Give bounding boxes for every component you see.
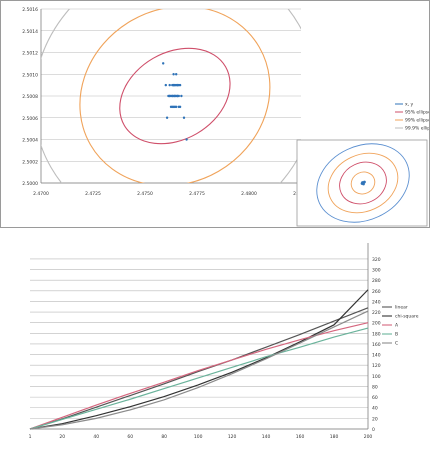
series-line-linear bbox=[29, 307, 369, 430]
inset-point bbox=[361, 181, 364, 184]
x-tick-label: 20 bbox=[59, 434, 65, 440]
plot-area bbox=[41, 9, 301, 183]
y-tick-label: 80 bbox=[372, 384, 378, 390]
confidence-ellipse bbox=[41, 9, 301, 183]
data-point bbox=[172, 73, 175, 76]
scatter-chart: 2.5016 2.5014 2.5012 2.5010 2.5008 2.5006 2.50… bbox=[22, 7, 432, 227]
confidence-ellipse bbox=[79, 9, 271, 183]
data-point bbox=[185, 138, 188, 141]
x-tick-label: 180 bbox=[330, 434, 339, 440]
inset-ellipse bbox=[339, 161, 387, 205]
data-point bbox=[180, 94, 183, 98]
y-tick-label: 2.5006 bbox=[22, 116, 38, 122]
y-tick-label: 100 bbox=[372, 374, 381, 380]
data-point bbox=[177, 105, 180, 109]
data-point bbox=[162, 62, 165, 65]
y-tick-label: 60 bbox=[372, 395, 378, 401]
x-tick-label: 2.4700 bbox=[33, 191, 49, 197]
x-tick-label: 40 bbox=[93, 434, 99, 440]
x-tick-label: 160 bbox=[296, 434, 305, 440]
legend-label: 99% ellipse bbox=[405, 118, 429, 124]
inset-ellipse bbox=[327, 152, 399, 214]
y-tick-label: 220 bbox=[372, 310, 381, 316]
y-tick-label: 300 bbox=[372, 268, 381, 274]
data-point bbox=[168, 83, 171, 87]
y-tick-label: 2.5010 bbox=[22, 72, 38, 78]
data-point bbox=[173, 94, 177, 98]
y-tick-label: 120 bbox=[372, 363, 381, 369]
legend-label: chi-square bbox=[395, 314, 419, 320]
y-tick-label: 2.5002 bbox=[22, 159, 38, 165]
data-point bbox=[165, 116, 169, 119]
inset-ellipse bbox=[350, 171, 376, 195]
data-point bbox=[173, 83, 177, 87]
x-tick-label: 200 bbox=[364, 434, 373, 440]
x-tick-label: 2.4750 bbox=[137, 191, 153, 197]
legend-label: linear bbox=[395, 305, 408, 311]
legend-label: 99.9% ellipse bbox=[405, 126, 429, 132]
x-tick-label: 2.4725 bbox=[85, 191, 101, 197]
x-tick-label: 2.4800 bbox=[241, 191, 257, 197]
y-tick-label: 160 bbox=[372, 342, 381, 348]
y-tick-label: 320 bbox=[372, 257, 381, 263]
series-line-c bbox=[29, 310, 369, 430]
confidence-ellipse bbox=[119, 47, 231, 145]
data-point bbox=[168, 94, 171, 98]
y-tick-label: 40 bbox=[372, 406, 378, 412]
x-tick-label: 120 bbox=[228, 434, 237, 440]
y-tick-label: 180 bbox=[372, 331, 381, 337]
y-tick-label: 2.5012 bbox=[22, 51, 38, 57]
x-tick-label: 140 bbox=[262, 434, 271, 440]
y-tick-label: 280 bbox=[372, 278, 381, 284]
series-line-chi-square bbox=[29, 289, 369, 430]
y-tick-label: 20 bbox=[372, 416, 378, 422]
legend-label: x, y bbox=[405, 103, 414, 108]
y-tick-label: 2.5016 bbox=[22, 7, 38, 13]
data-point bbox=[164, 83, 167, 87]
legend-label: B bbox=[395, 332, 398, 338]
y-tick-label: 2.5014 bbox=[22, 29, 38, 35]
data-point bbox=[176, 83, 179, 87]
data-point bbox=[178, 83, 182, 87]
x-tick-label: 1 bbox=[29, 434, 32, 440]
y-tick-label: 2.5000 bbox=[22, 181, 38, 187]
line-chart-panel: 0 20 40 60 80 100 120 140 160 180 200 220 240 260 280 3… bbox=[0, 231, 430, 445]
data-point bbox=[175, 73, 178, 76]
x-tick-label: 60 bbox=[127, 434, 133, 440]
series-line-a bbox=[29, 322, 369, 430]
legend-label: A bbox=[395, 323, 399, 329]
data-point bbox=[172, 105, 175, 109]
inset-ellipse bbox=[316, 143, 410, 223]
y-tick-label: 140 bbox=[372, 353, 381, 359]
legend-label: 95% ellipse bbox=[405, 110, 429, 116]
y-tick-label: 0 bbox=[372, 427, 375, 433]
x-tick-label: 100 bbox=[194, 434, 203, 440]
data-point bbox=[182, 116, 186, 119]
y-tick-label: 240 bbox=[372, 299, 381, 305]
x-tick-label: 80 bbox=[161, 434, 167, 440]
y-tick-label: 2.5008 bbox=[22, 94, 38, 100]
scatter-chart-panel: 2.5016 2.5014 2.5012 2.5010 2.5008 2.5006 2.50… bbox=[0, 0, 432, 228]
data-point bbox=[171, 94, 174, 98]
x-tick-label: 2.4775 bbox=[189, 191, 205, 197]
y-tick-label: 2.5004 bbox=[22, 138, 38, 144]
data-point bbox=[176, 94, 179, 98]
line-chart: 0204060801001201401601802002202402602803… bbox=[29, 243, 419, 440]
series-line-b bbox=[29, 327, 369, 430]
y-tick-label: 260 bbox=[372, 289, 381, 295]
y-tick-label: 200 bbox=[372, 321, 381, 327]
legend-label: C bbox=[395, 341, 398, 347]
